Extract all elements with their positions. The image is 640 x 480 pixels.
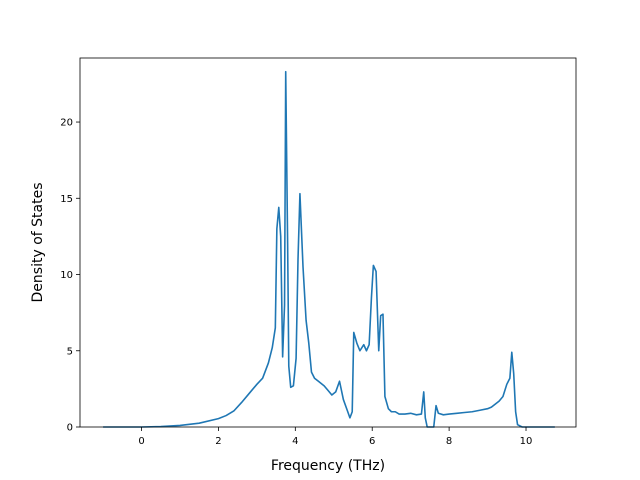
x-tick-label: 8 [446,436,452,447]
x-axis-ticks: 0 2 4 6 8 10 [138,427,532,447]
y-tick-label: 0 [67,423,73,434]
y-tick-label: 5 [67,346,73,357]
plot-area [80,58,576,427]
x-tick-label: 0 [138,436,144,447]
series-line-0 [103,70,555,428]
plot-frame [79,57,577,428]
y-tick-label: 20 [60,118,73,129]
series-layer [103,70,555,428]
x-tick-label: 6 [369,436,375,447]
y-tick-label: 10 [60,270,73,281]
y-axis-ticks: 0 5 10 15 20 [60,118,80,434]
y-axis-label: Density of States [30,183,46,303]
y-tick-label: 15 [60,194,73,205]
x-tick-label: 10 [520,436,533,447]
x-axis-label: Frequency (THz) [271,458,385,474]
x-tick-label: 2 [215,436,221,447]
x-tick-label: 4 [292,436,298,447]
